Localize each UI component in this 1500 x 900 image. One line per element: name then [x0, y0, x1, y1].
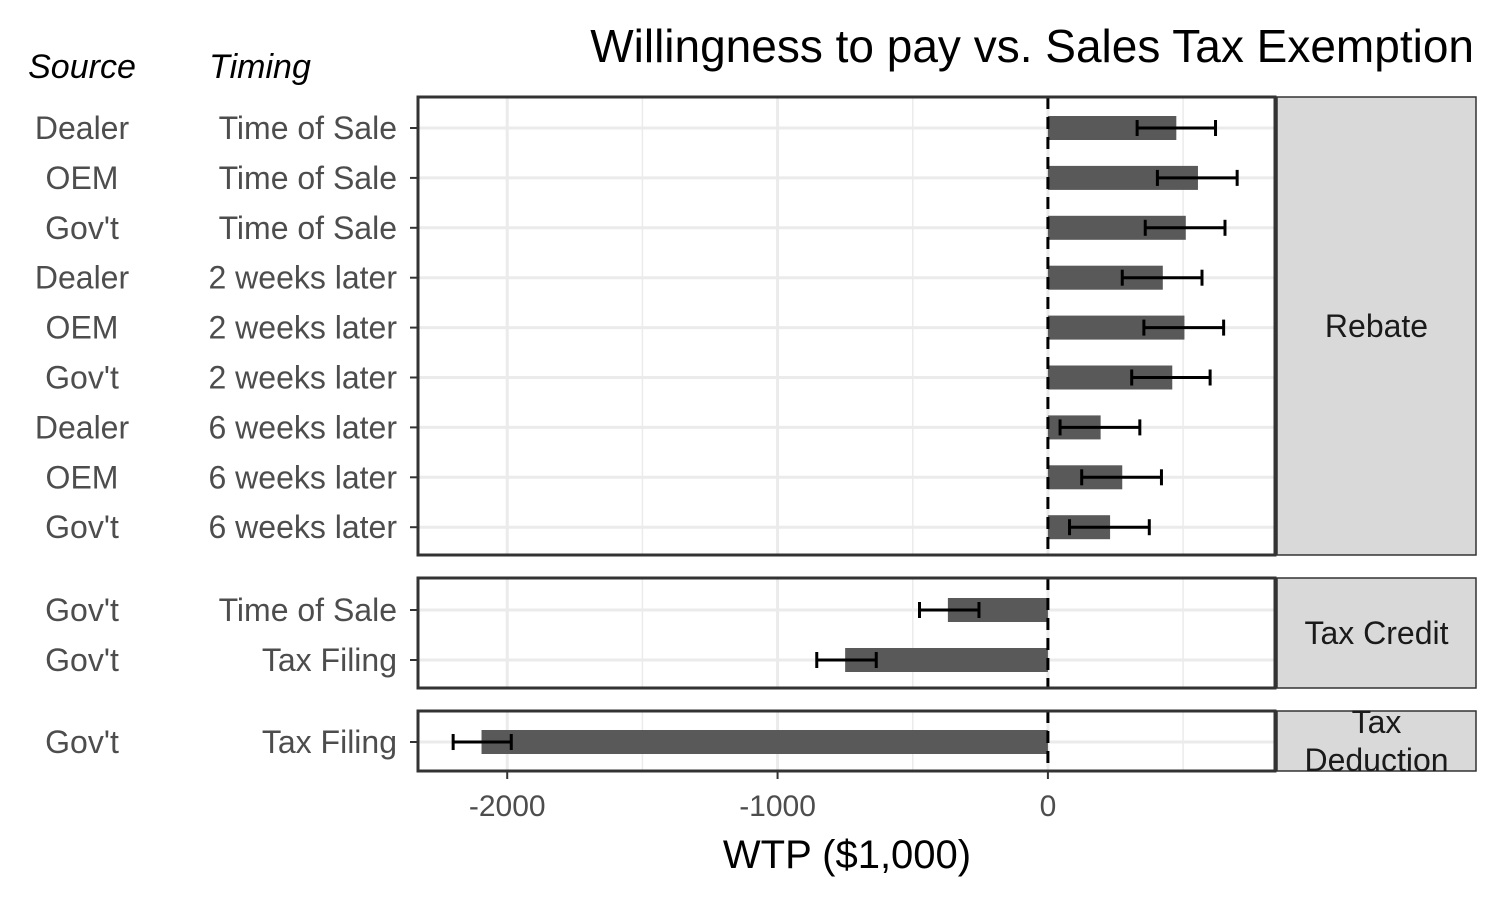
panel-border: [416, 576, 1277, 690]
row-timing-label: 6 weeks later: [208, 509, 397, 545]
row-timing-label: Tax Filing: [262, 642, 397, 678]
timing-column-header: Timing: [209, 48, 311, 86]
row-timing-label: 6 weeks later: [208, 459, 397, 495]
row-timing-label: Time of Sale: [219, 210, 397, 246]
source-column-header: Source: [28, 48, 136, 86]
row-source-label: Dealer: [35, 260, 130, 296]
row-source-label: Gov't: [45, 360, 119, 396]
row-source-label: Gov't: [45, 210, 119, 246]
panel-border: [416, 709, 1277, 773]
row-source-label: Gov't: [45, 724, 119, 760]
row-source-label: OEM: [46, 459, 119, 495]
row-source-label: Dealer: [35, 409, 130, 445]
facet-strip-label: Rebate: [1325, 308, 1428, 344]
panel-border: [416, 95, 1277, 557]
row-source-label: OEM: [46, 310, 119, 346]
facet-strip: [1276, 96, 1477, 556]
facet-strip: [1276, 577, 1477, 689]
x-tick-label: -1000: [739, 790, 816, 823]
x-tick-label: 0: [1040, 790, 1057, 823]
row-timing-label: Time of Sale: [219, 110, 397, 146]
x-axis-label: WTP ($1,000): [723, 833, 971, 877]
row-timing-label: 6 weeks later: [208, 409, 397, 445]
row-timing-label: 2 weeks later: [208, 310, 397, 346]
row-source-label: Dealer: [35, 110, 130, 146]
bar: [845, 648, 1048, 672]
facet-strip-label: Tax Credit: [1304, 615, 1448, 651]
row-source-label: Gov't: [45, 509, 119, 545]
row-timing-label: Time of Sale: [219, 160, 397, 196]
x-tick-label: -2000: [469, 790, 546, 823]
row-timing-label: Time of Sale: [219, 592, 397, 628]
plot-area: Dealer Time of Sale OEM Time of Sale Gov't Ti…: [35, 95, 1477, 823]
row-source-label: Gov't: [45, 642, 119, 678]
row-source-label: Gov't: [45, 592, 119, 628]
row-timing-label: 2 weeks later: [208, 360, 397, 396]
facet-strip-label: Tax Deduction: [1304, 704, 1448, 778]
row-timing-label: Tax Filing: [262, 724, 397, 760]
facet-strip: [1276, 710, 1477, 772]
row-timing-label: 2 weeks later: [208, 260, 397, 296]
chart-title: Willingness to pay vs. Sales Tax Exempti…: [590, 20, 1474, 72]
row-source-label: OEM: [46, 160, 119, 196]
bar: [481, 730, 1048, 754]
